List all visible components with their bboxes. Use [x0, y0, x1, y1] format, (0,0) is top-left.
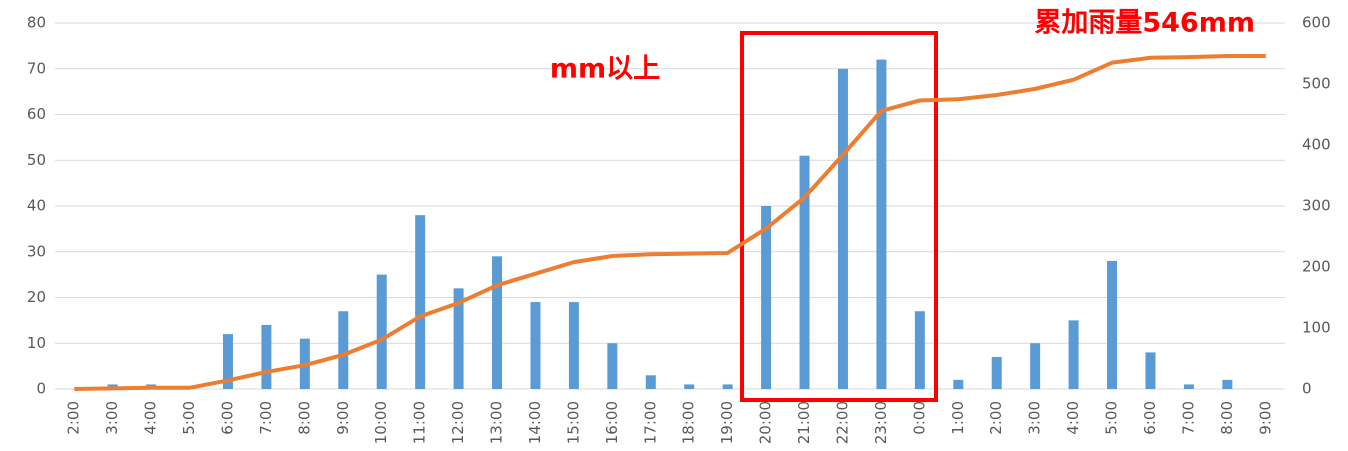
x-tick-label: 19:00 [718, 401, 736, 444]
y-tick-label: 50 [27, 151, 46, 169]
bar [607, 343, 618, 389]
bar [991, 356, 1002, 389]
x-tick-label: 1:00 [949, 401, 967, 435]
bar [376, 274, 387, 389]
x-tick-label: 22:00 [833, 401, 851, 444]
bar [684, 384, 695, 389]
y2-tick-label: 600 [1302, 14, 1331, 32]
bar [837, 68, 848, 389]
bar [415, 215, 426, 389]
x-tick-label: 16:00 [603, 401, 621, 444]
x-tick-label: 5:00 [1103, 401, 1121, 435]
bar [568, 302, 579, 389]
x-tick-label: 12:00 [449, 401, 467, 444]
bar [953, 379, 964, 389]
annotation: mm以上 [550, 54, 660, 85]
x-tick-label: 4:00 [1064, 401, 1082, 435]
bar [876, 59, 887, 389]
x-tick-label: 18:00 [680, 401, 698, 444]
x-tick-label: 7:00 [257, 401, 275, 435]
annotation: 累加雨量546mm [1034, 8, 1255, 39]
bar [1145, 352, 1156, 389]
bar [1030, 343, 1041, 389]
bar [722, 384, 733, 389]
y-tick-label: 20 [27, 288, 46, 306]
y2-tick-label: 100 [1302, 319, 1331, 337]
bar [530, 302, 541, 389]
x-tick-label: 13:00 [488, 401, 506, 444]
x-tick-label: 11:00 [411, 401, 429, 444]
bar [222, 334, 233, 389]
y-tick-label: 10 [27, 334, 46, 352]
x-tick-label: 3:00 [103, 401, 121, 435]
x-tick-label: 17:00 [641, 401, 659, 444]
x-tick-label: 7:00 [1179, 401, 1197, 435]
line [74, 53, 1266, 391]
bar [1068, 320, 1079, 389]
x-tick-label: 0:00 [910, 401, 928, 435]
x-tick-label: 15:00 [564, 401, 582, 444]
x-tick-label: 2:00 [987, 401, 1005, 435]
y-tick-label: 30 [27, 242, 46, 260]
bar [799, 155, 810, 389]
bar [1222, 379, 1233, 389]
x-tick-label: 9:00 [334, 401, 352, 435]
x-tick-label: 3:00 [1026, 401, 1044, 435]
y-tick-label: 40 [27, 197, 46, 215]
y2-tick-label: 200 [1302, 258, 1331, 276]
x-tick-label: 4:00 [142, 401, 160, 435]
highlight-box [740, 31, 938, 402]
y-tick-label: 70 [27, 59, 46, 77]
x-tick-label: 9:00 [1256, 401, 1274, 435]
bar [338, 311, 349, 389]
x-tick-label: 8:00 [1218, 401, 1236, 435]
x-tick-label: 21:00 [795, 401, 813, 444]
bar [645, 375, 656, 389]
bar [261, 324, 272, 389]
x-tick-label: 6:00 [1141, 401, 1159, 435]
y-tick-label: 0 [36, 380, 46, 398]
bar [914, 311, 925, 389]
bar [1107, 260, 1118, 389]
x-tick-label: 6:00 [218, 401, 236, 435]
bar [453, 288, 464, 389]
bar [1183, 384, 1194, 389]
x-tick-label: 14:00 [526, 401, 544, 444]
y-tick-label: 60 [27, 105, 46, 123]
x-tick-label: 10:00 [372, 401, 390, 444]
bar [761, 206, 772, 389]
bar [492, 256, 503, 389]
y2-tick-label: 300 [1302, 197, 1331, 215]
x-tick-label: 20:00 [757, 401, 775, 444]
x-tick-label: 8:00 [295, 401, 313, 435]
x-tick-label: 2:00 [65, 401, 83, 435]
y-tick-label: 80 [27, 14, 46, 32]
y2-tick-label: 500 [1302, 75, 1331, 93]
x-tick-label: 23:00 [872, 401, 890, 444]
y2-tick-label: 400 [1302, 136, 1331, 154]
x-tick-label: 5:00 [180, 401, 198, 435]
y2-tick-label: 0 [1302, 380, 1312, 398]
